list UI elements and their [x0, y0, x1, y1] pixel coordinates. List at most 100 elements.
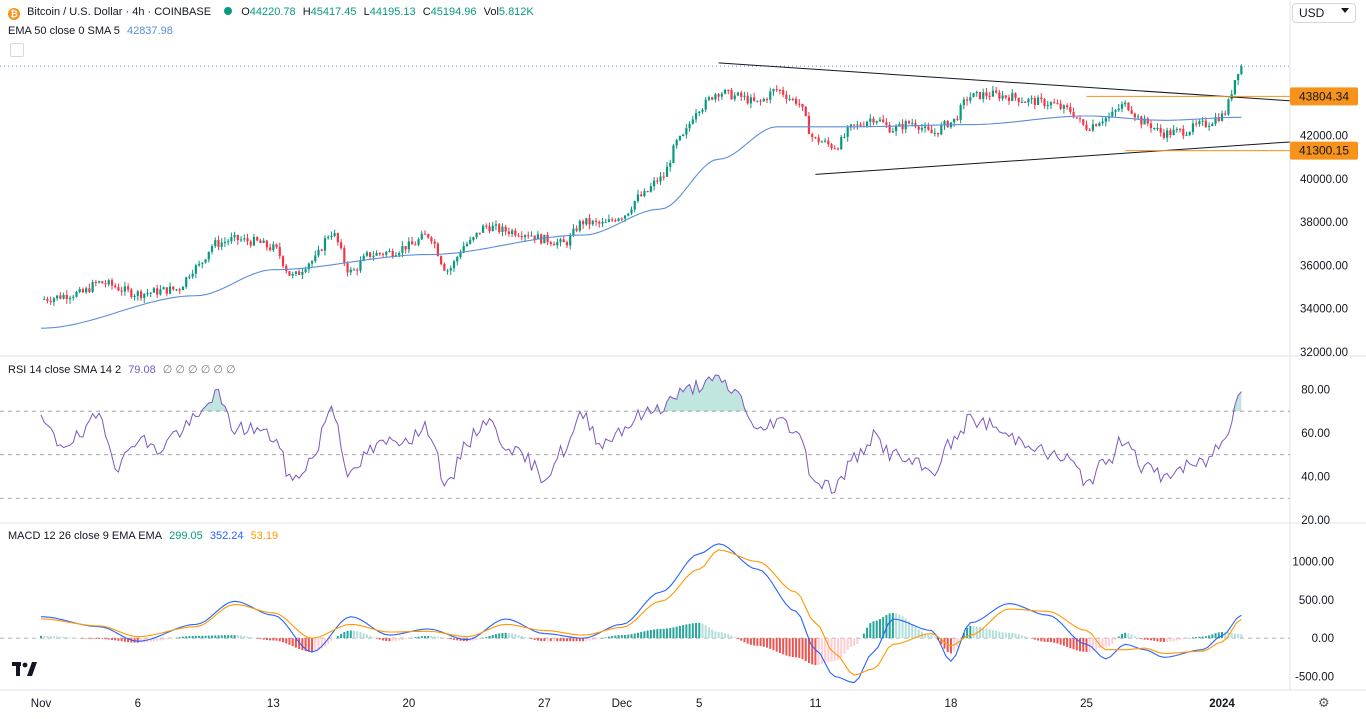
macd-histogram-bar	[440, 637, 443, 639]
macd-histogram-bar	[365, 634, 368, 639]
triangle-trendline[interactable]	[718, 62, 1290, 102]
macd-histogram-bar	[136, 638, 139, 643]
macd-histogram-bar	[695, 622, 698, 639]
macd-histogram-bar	[69, 637, 72, 639]
macd-histogram-bar	[201, 635, 204, 639]
macd-histogram-bar	[436, 636, 439, 639]
macd-histogram-bar	[782, 638, 785, 655]
candle	[1117, 104, 1120, 112]
macd-histogram-bar	[165, 638, 168, 640]
macd-histogram-bar	[985, 628, 988, 639]
macd-histogram-bar	[185, 636, 188, 639]
macd-histogram-bar	[859, 638, 862, 640]
macd-histogram-bar	[275, 638, 278, 641]
macd-histogram-bar	[643, 631, 646, 639]
macd-histogram-bar	[414, 637, 417, 639]
candle	[1040, 92, 1043, 103]
time-axis-tick: Nov	[31, 698, 52, 710]
macd-histogram-bar	[617, 635, 620, 639]
ohlc-low: 44195.13	[369, 6, 416, 18]
candle	[630, 206, 633, 216]
candle	[152, 286, 156, 293]
candle	[962, 96, 965, 110]
candle	[588, 214, 591, 230]
macd-histogram-bar	[459, 638, 462, 641]
candle	[143, 293, 146, 303]
macd-histogram-bar	[591, 638, 594, 641]
macd-histogram-bar	[140, 638, 143, 643]
candle	[527, 231, 530, 239]
candle	[872, 116, 875, 126]
candle	[52, 296, 56, 306]
macd-histogram-bar	[1169, 638, 1172, 642]
macd-histogram-bar	[1182, 638, 1185, 640]
currency-select[interactable]: USD	[1292, 3, 1356, 23]
candle	[1066, 103, 1069, 110]
macd-histogram-bar	[223, 635, 226, 639]
macd-histogram-bar	[572, 638, 575, 642]
macd-histogram-bar	[372, 637, 375, 639]
collapse-legend-button[interactable]	[10, 43, 24, 57]
macd-histogram-bar	[1201, 636, 1204, 639]
macd-histogram-bar	[533, 638, 536, 640]
macd-histogram-bar	[1224, 632, 1227, 639]
candle	[698, 110, 701, 117]
candle	[1082, 118, 1085, 127]
candle	[1049, 101, 1053, 109]
macd-histogram-bar	[1162, 638, 1165, 642]
candle	[339, 239, 343, 250]
macd-histogram-bar	[649, 629, 652, 639]
macd-histogram-bar	[753, 638, 756, 646]
macd-histogram-bar	[653, 629, 656, 639]
macd-histogram-bar	[1020, 635, 1023, 639]
macd-histogram-bar	[230, 635, 233, 639]
macd-histogram-bar	[252, 637, 255, 639]
candle	[907, 120, 911, 125]
candle	[578, 219, 581, 233]
macd-histogram-bar	[1172, 638, 1175, 642]
candle	[601, 217, 604, 228]
macd-histogram-bar	[1111, 638, 1114, 644]
candle	[369, 252, 372, 259]
macd-histogram-bar	[330, 638, 333, 642]
macd-histogram-bar	[336, 636, 339, 639]
candle	[785, 90, 788, 104]
candle	[378, 252, 381, 257]
candle	[62, 292, 65, 300]
settings-gear-icon[interactable]: ⚙	[1318, 695, 1330, 710]
macd-histogram-bar	[1014, 633, 1017, 639]
macd-histogram-bar	[278, 638, 281, 642]
macd-histogram-bar	[675, 626, 678, 639]
candle	[959, 103, 962, 124]
macd-histogram-bar	[585, 638, 588, 642]
candle	[546, 232, 549, 246]
macd-histogram-bar	[527, 638, 530, 639]
macd-histogram-bar	[1027, 637, 1030, 639]
ema50-line	[40, 115, 1242, 329]
macd-histogram-bar	[220, 635, 223, 639]
macd-histogram-bar	[1046, 638, 1049, 642]
macd-histogram-bar	[646, 630, 649, 639]
candle	[333, 229, 336, 238]
candle	[430, 236, 433, 245]
macd-histogram-bar	[817, 638, 820, 665]
macd-histogram-bar	[162, 638, 165, 640]
macd-histogram-bar	[604, 637, 607, 639]
candle	[1230, 89, 1233, 102]
candle	[352, 267, 356, 271]
candle	[110, 278, 114, 290]
macd-histogram-bar	[1017, 634, 1020, 639]
candle	[194, 263, 197, 279]
macd-histogram-bar	[1069, 638, 1072, 649]
triangle-trendline[interactable]	[815, 141, 1290, 175]
macd-histogram-bar	[862, 633, 865, 639]
macd-histogram-bar	[285, 638, 288, 644]
candle	[136, 290, 139, 301]
candle	[49, 296, 52, 305]
candle	[682, 133, 685, 137]
rsi-extra: ∅ ∅ ∅ ∅ ∅ ∅	[162, 364, 236, 376]
candle	[543, 234, 546, 244]
macd-histogram-bar	[972, 626, 975, 639]
macd-histogram-bar	[582, 638, 585, 642]
